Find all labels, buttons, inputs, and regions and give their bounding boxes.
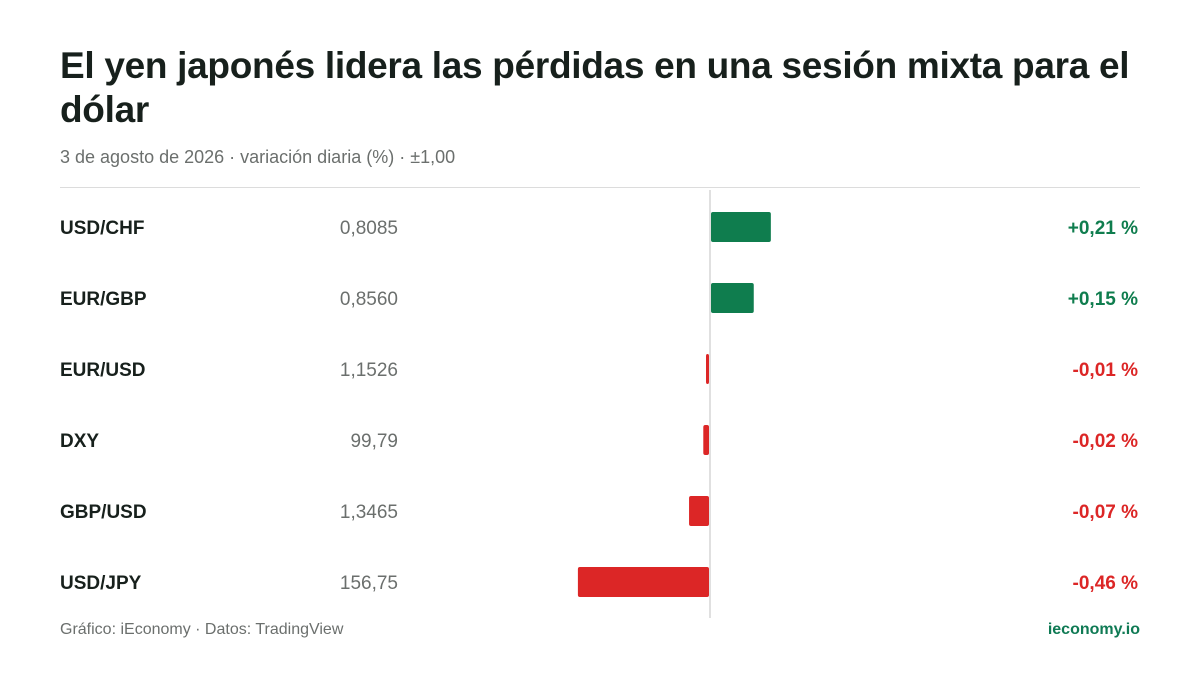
price-value: 156,75: [340, 573, 398, 594]
change-bar: [711, 283, 754, 313]
change-bar: [577, 567, 709, 597]
change-bar: [711, 212, 771, 242]
pair-label: USD/JPY: [60, 573, 142, 594]
chart-subtitle: 3 de agosto de 2026 · variación diaria (…: [60, 147, 456, 167]
pair-label: USD/CHF: [60, 218, 144, 239]
change-label: -0,46 %: [1073, 573, 1139, 594]
change-label: -0,02 %: [1073, 431, 1139, 452]
pair-label: EUR/USD: [60, 360, 146, 381]
price-value: 99,79: [350, 431, 398, 452]
bar-chart: USD/CHF 0,8085 +0,21 % EUR/GBP 0,8560 +0,15 %…: [60, 190, 1139, 618]
pair-label: GBP/USD: [60, 502, 147, 523]
price-value: 1,3465: [340, 502, 398, 523]
change-label: -0,07 %: [1073, 502, 1139, 523]
pair-label: EUR/GBP: [60, 289, 147, 310]
price-value: 0,8085: [340, 218, 398, 239]
header-divider: [60, 187, 1140, 188]
pair-label: DXY: [60, 431, 99, 452]
change-bar: [703, 425, 709, 455]
change-label: +0,21 %: [1068, 218, 1138, 239]
brand-link[interactable]: ieconomy.io: [1047, 621, 1140, 638]
change-label: -0,01 %: [1073, 360, 1139, 381]
source-credit: Gráfico: iEconomy · Datos: TradingView: [60, 621, 344, 638]
change-bar: [689, 496, 709, 526]
change-label: +0,15 %: [1068, 289, 1138, 310]
chart-title: El yen japonés lidera las pérdidas en un…: [60, 45, 1130, 130]
price-value: 1,1526: [340, 360, 398, 381]
price-value: 0,8560: [340, 289, 398, 310]
change-bar: [706, 354, 709, 384]
